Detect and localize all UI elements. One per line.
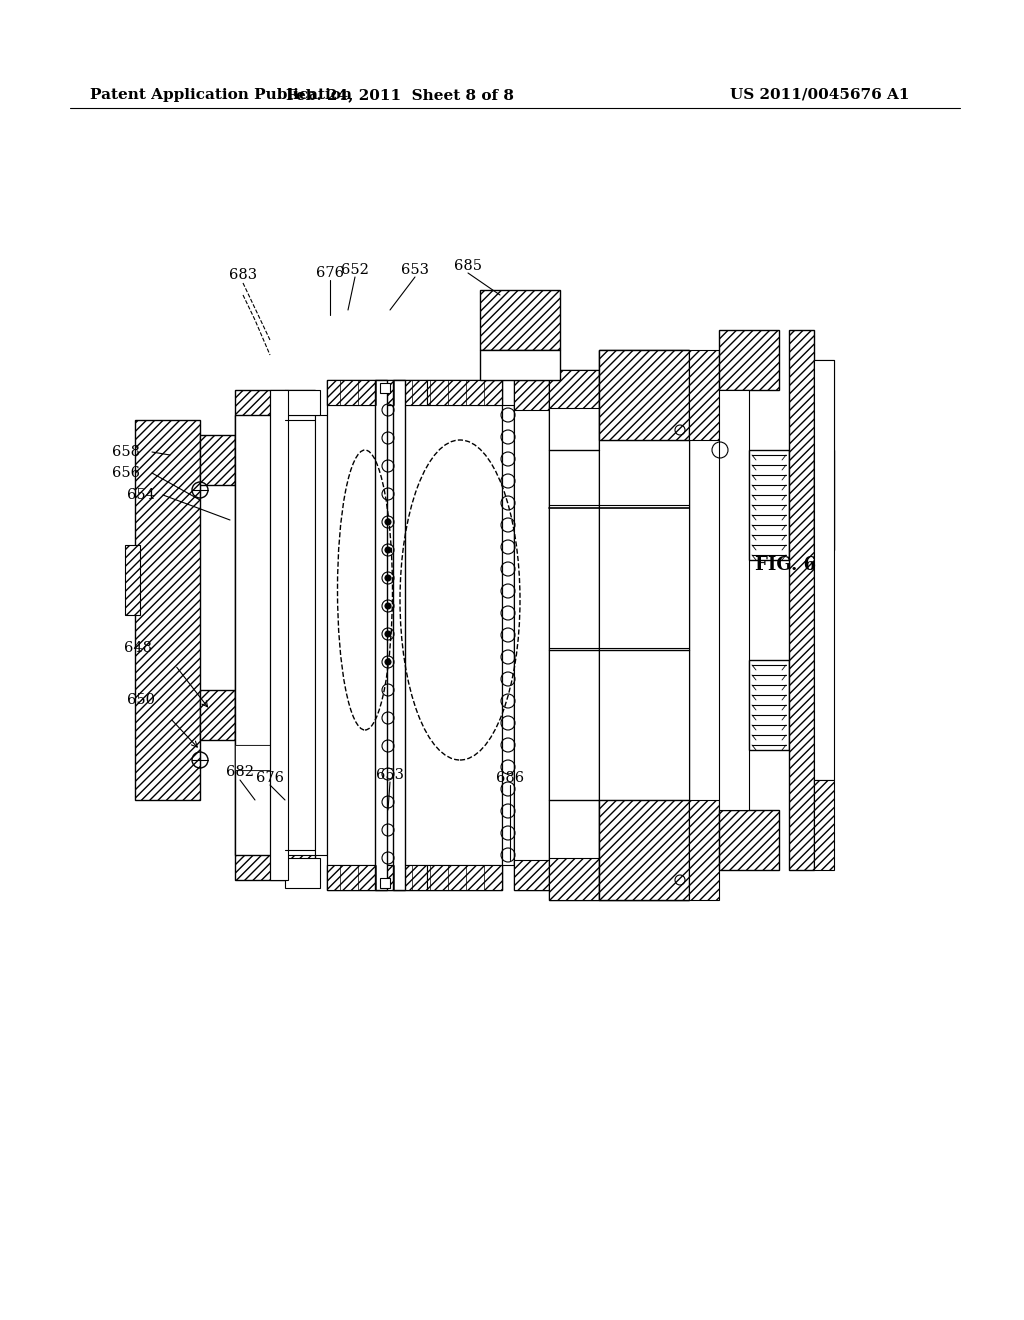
Bar <box>380 878 390 888</box>
Bar <box>125 545 140 615</box>
Bar <box>689 800 719 900</box>
Bar <box>599 440 689 800</box>
Bar <box>234 744 285 770</box>
Text: 658: 658 <box>112 445 140 459</box>
Bar <box>327 380 427 405</box>
Bar <box>599 800 689 900</box>
Bar <box>514 861 549 890</box>
Bar <box>327 380 502 405</box>
Bar <box>285 414 315 855</box>
Bar <box>549 858 599 900</box>
Bar <box>270 389 288 880</box>
Bar <box>749 660 790 750</box>
Circle shape <box>385 519 391 525</box>
Text: 653: 653 <box>401 263 429 277</box>
Bar <box>327 865 427 890</box>
Bar <box>549 370 599 900</box>
Bar <box>549 370 599 408</box>
Text: 653: 653 <box>376 768 404 781</box>
Circle shape <box>385 576 391 581</box>
Bar <box>427 380 502 405</box>
Text: FIG. 6: FIG. 6 <box>755 556 816 574</box>
Bar <box>200 690 234 741</box>
Bar <box>599 350 689 440</box>
Text: 652: 652 <box>341 263 369 277</box>
Text: 676: 676 <box>316 267 344 280</box>
Bar <box>327 405 502 865</box>
Bar <box>719 330 779 389</box>
Circle shape <box>385 546 391 553</box>
Bar <box>427 865 502 890</box>
Bar <box>480 350 560 380</box>
Bar <box>719 389 749 810</box>
Bar <box>814 360 834 450</box>
Text: 656: 656 <box>112 466 140 480</box>
Text: 686: 686 <box>496 771 524 785</box>
Bar <box>719 810 779 870</box>
Circle shape <box>385 659 391 665</box>
Bar <box>689 350 719 440</box>
Bar <box>315 414 327 855</box>
Bar <box>514 380 549 411</box>
Bar <box>285 389 315 880</box>
Bar <box>549 405 599 865</box>
Bar <box>514 380 549 890</box>
Bar <box>234 414 285 855</box>
Bar <box>234 389 285 880</box>
Text: Feb. 24, 2011  Sheet 8 of 8: Feb. 24, 2011 Sheet 8 of 8 <box>286 88 514 102</box>
Text: 683: 683 <box>229 268 257 282</box>
Text: 682: 682 <box>226 766 254 779</box>
Bar <box>234 744 285 770</box>
Bar <box>502 405 514 865</box>
Text: US 2011/0045676 A1: US 2011/0045676 A1 <box>730 88 909 102</box>
Circle shape <box>385 631 391 638</box>
Bar <box>285 858 319 888</box>
Bar <box>375 380 387 890</box>
Bar <box>285 389 319 414</box>
Bar <box>814 360 834 780</box>
Text: 654: 654 <box>127 488 155 502</box>
Circle shape <box>385 603 391 609</box>
Bar <box>480 290 560 350</box>
Bar <box>327 865 502 890</box>
Text: 650: 650 <box>127 693 155 708</box>
Bar <box>380 383 390 393</box>
Text: Patent Application Publication: Patent Application Publication <box>90 88 352 102</box>
Bar <box>790 330 814 870</box>
Bar <box>599 350 689 900</box>
Bar <box>135 420 200 800</box>
Bar <box>393 380 406 890</box>
Text: 685: 685 <box>454 259 482 273</box>
Text: 648: 648 <box>124 642 152 655</box>
Text: 676: 676 <box>256 771 284 785</box>
Bar <box>749 450 790 560</box>
Bar <box>814 450 834 550</box>
Bar <box>200 436 234 484</box>
Bar <box>514 405 549 865</box>
Bar <box>814 780 834 870</box>
